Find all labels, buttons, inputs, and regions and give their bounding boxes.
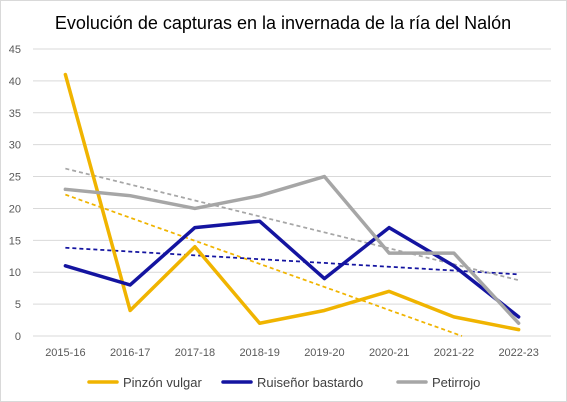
- y-tick-label: 30: [9, 140, 21, 152]
- series-line-2: [63, 174, 521, 325]
- y-tick-label: 40: [9, 76, 21, 88]
- series-lines: [63, 72, 521, 332]
- x-tick-label: 2020-21: [369, 347, 409, 359]
- y-tick-label: 20: [9, 203, 21, 215]
- x-tick-label: 2019-20: [304, 347, 344, 359]
- y-tick-label: 25: [9, 172, 21, 184]
- x-tick-label: 2015-16: [45, 347, 85, 359]
- y-tick-label: 35: [9, 108, 21, 120]
- y-tick-label: 45: [9, 44, 21, 56]
- series-line-0: [63, 72, 521, 332]
- legend-label: Pinzón vulgar: [123, 375, 202, 390]
- chart-title: Evolución de capturas en la invernada de…: [55, 13, 511, 33]
- x-tick-label: 2017-18: [175, 347, 215, 359]
- y-axis-ticks: 0 5 10 15 20 25 30 35 40 45: [9, 44, 21, 343]
- x-tick-label: 2018-19: [239, 347, 279, 359]
- x-tick-label: 2021-22: [434, 347, 474, 359]
- y-tick-label: 15: [9, 235, 21, 247]
- trendlines: [65, 167, 519, 337]
- legend-label: Petirrojo: [432, 375, 480, 390]
- x-tick-label: 2022-23: [498, 347, 538, 359]
- x-tick-label: 2016-17: [110, 347, 150, 359]
- trendline-series-2: [65, 167, 519, 282]
- trendline-series-0: [65, 193, 463, 337]
- trendline-series-1: [65, 246, 519, 276]
- series-line-1: [63, 219, 521, 319]
- x-axis-ticks: 2015-16 2016-17 2017-18 2018-19 2019-20 2020-…: [45, 347, 539, 359]
- y-tick-label: 0: [15, 331, 21, 343]
- y-tick-label: 10: [9, 267, 21, 279]
- y-tick-label: 5: [15, 299, 21, 311]
- legend: Pinzón vulgar Ruiseñor bastardo Petirrojo: [87, 375, 480, 390]
- legend-label: Ruiseñor bastardo: [257, 375, 363, 390]
